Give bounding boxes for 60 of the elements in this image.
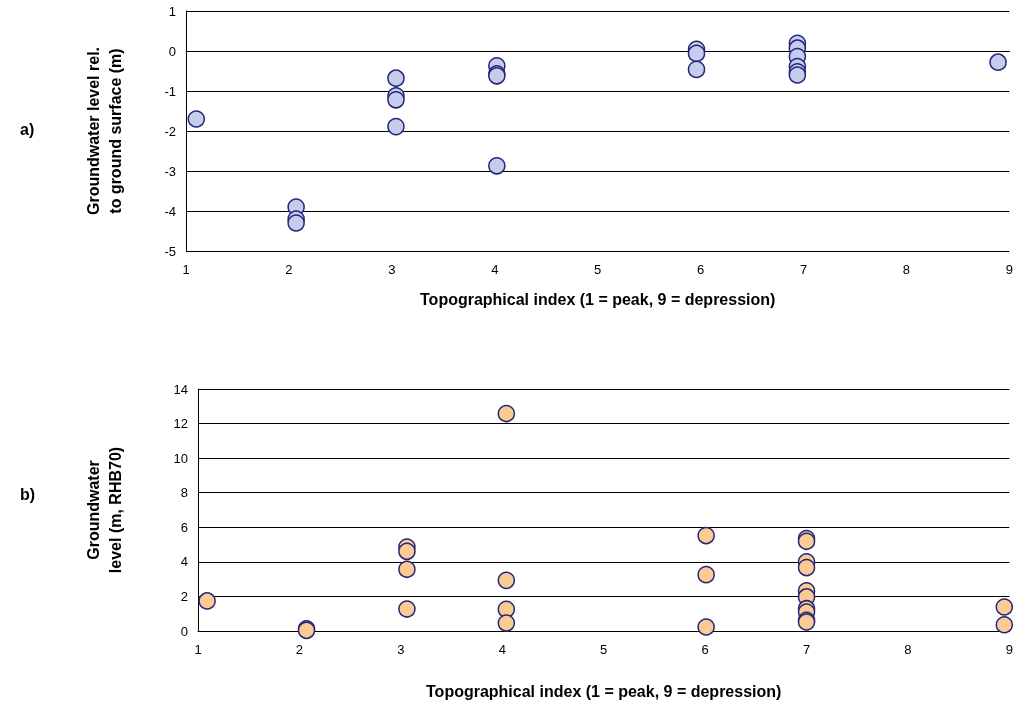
point xyxy=(398,600,416,618)
x-tick-label: 5 xyxy=(600,642,608,657)
y-tick-label: -5 xyxy=(164,243,176,259)
x-axis-title: Topographical index (1 = peak, 9 = depression) xyxy=(420,290,776,308)
y-tick-label: -2 xyxy=(164,123,176,139)
point xyxy=(989,53,1007,71)
y-tick-label: 10 xyxy=(173,450,188,466)
x-tick-label: 1 xyxy=(194,642,202,657)
y-tick-label: 12 xyxy=(173,416,188,432)
point xyxy=(687,60,706,79)
x-tick-label: 2 xyxy=(295,642,304,657)
x-tick-label: 8 xyxy=(902,262,911,277)
point xyxy=(497,404,516,423)
x-tick-label: 8 xyxy=(904,642,912,657)
point xyxy=(488,157,506,175)
point xyxy=(398,560,416,579)
y-axis-title: Groundwater level (m, RHB70) xyxy=(84,446,124,574)
point xyxy=(387,69,405,87)
y-tick-label: 0 xyxy=(180,623,188,639)
point xyxy=(697,618,715,636)
x-tick-label: 7 xyxy=(802,642,811,657)
y-tick-label: 2 xyxy=(180,588,188,604)
point xyxy=(497,614,516,632)
x-axis-title: Topographical index (1 = peak, 9 = depression) xyxy=(426,682,782,700)
point xyxy=(287,214,305,232)
point xyxy=(995,598,1014,616)
y-axis-title: Groundwater level rel. to ground surface (m) xyxy=(84,46,124,216)
point xyxy=(687,44,706,63)
point xyxy=(187,110,206,128)
point xyxy=(995,616,1014,634)
x-tick-label: 9 xyxy=(1005,262,1013,277)
y-tick-label: 6 xyxy=(180,519,188,535)
point xyxy=(697,526,715,545)
y-tick-label: -4 xyxy=(164,203,176,219)
x-tick-label: 7 xyxy=(799,262,808,277)
point xyxy=(387,91,405,109)
x-tick-label: 6 xyxy=(697,262,705,277)
x-tick-label: 3 xyxy=(388,262,396,277)
text: b) xyxy=(20,485,36,503)
point xyxy=(697,565,715,584)
y-tick-label: 14 xyxy=(173,381,188,397)
x-tick-label: 9 xyxy=(1005,642,1013,657)
x-tick-label: 5 xyxy=(594,262,602,277)
point xyxy=(398,542,416,561)
y-tick-label: 1 xyxy=(168,3,176,19)
y-tick-label: -1 xyxy=(164,83,176,99)
x-tick-label: 6 xyxy=(701,642,709,657)
x-tick-label: 3 xyxy=(397,642,405,657)
y-tick-label: 0 xyxy=(168,43,176,59)
x-tick-label: 4 xyxy=(491,262,499,277)
point xyxy=(797,558,816,577)
x-tick-label: 2 xyxy=(285,262,293,277)
point xyxy=(497,571,516,590)
point xyxy=(387,117,405,136)
x-tick-label: 4 xyxy=(498,642,506,657)
y-tick-label: 8 xyxy=(180,485,188,501)
y-tick-label: 4 xyxy=(180,554,188,570)
point xyxy=(198,592,216,610)
text: a) xyxy=(20,120,35,138)
y-tick-label: -3 xyxy=(164,163,176,179)
